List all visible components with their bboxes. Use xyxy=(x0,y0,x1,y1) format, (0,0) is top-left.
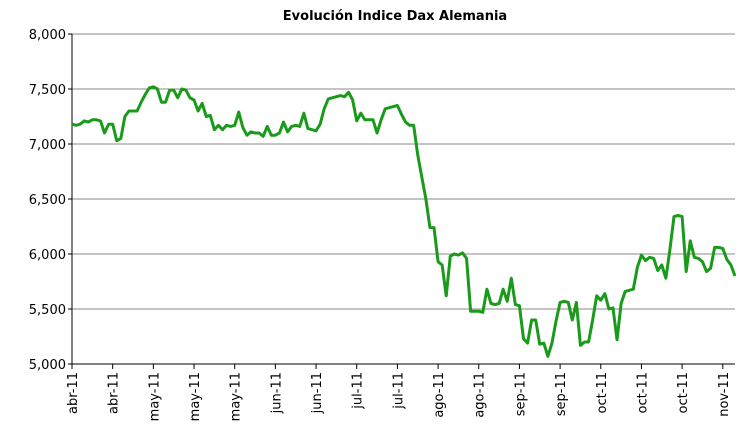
x-tick-label: oct-11 xyxy=(676,372,691,413)
x-tick-label: ago-11 xyxy=(473,372,488,418)
x-tick-label: jun-11 xyxy=(310,372,325,414)
x-tick-label: oct-11 xyxy=(595,372,610,413)
y-tick-label: 6,000 xyxy=(29,248,66,263)
chart-title: Evolución Indice Dax Alemania xyxy=(283,9,507,24)
x-tick-label: abr-11 xyxy=(66,372,81,414)
x-tick-label: ago-11 xyxy=(432,372,447,418)
x-tick-label: may-11 xyxy=(188,372,203,421)
x-tick-label: oct-11 xyxy=(635,372,650,413)
x-tick-label: nov-11 xyxy=(717,372,732,417)
data-line xyxy=(71,85,736,358)
x-tick-label: abr-11 xyxy=(107,372,122,414)
x-tick-label: jul-11 xyxy=(391,372,406,410)
y-tick-label: 7,500 xyxy=(29,83,66,98)
x-tick-label: may-11 xyxy=(147,372,162,421)
y-tick-label: 7,000 xyxy=(29,138,66,153)
y-tick-label: 5,500 xyxy=(29,303,66,318)
x-tick-label: may-11 xyxy=(229,372,244,421)
y-tick-label: 6,500 xyxy=(29,193,66,208)
y-tick-label: 5,000 xyxy=(29,358,66,373)
x-tick-label: sep-11 xyxy=(554,372,569,416)
x-tick-label: sep-11 xyxy=(513,372,528,416)
y-tick-label: 8,000 xyxy=(29,28,66,43)
x-tick-label: jul-11 xyxy=(351,372,366,410)
x-tick-label: jun-11 xyxy=(269,372,284,414)
